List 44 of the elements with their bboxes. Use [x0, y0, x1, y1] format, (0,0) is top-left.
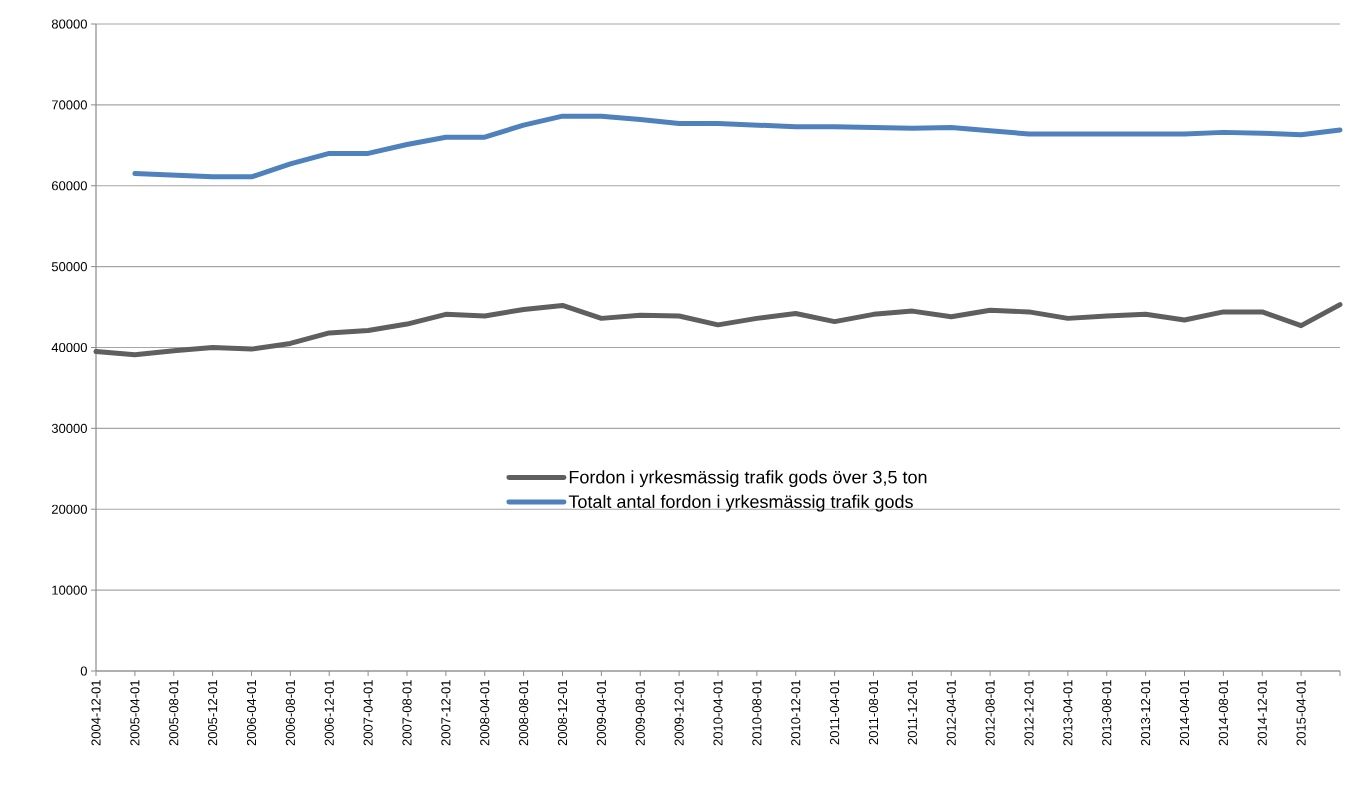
x-tick-label: 2013-12-01 [1141, 680, 1151, 746]
x-tick-label: 2009-08-01 [635, 680, 645, 746]
x-tick-label: 2006-08-01 [285, 680, 295, 746]
y-tick-label: 50000 [51, 262, 87, 272]
x-tick-label: 2006-04-01 [246, 680, 257, 746]
x-tick-label: 2006-12-01 [324, 680, 334, 746]
x-tick-label: 2012-08-01 [985, 680, 995, 746]
y-tick-label: 80000 [51, 19, 87, 29]
x-tick-label: 2015-04-01 [1296, 680, 1306, 746]
x-tick-label: 2005-08-01 [169, 680, 179, 746]
x-tick-label: 2010-08-01 [752, 680, 762, 746]
y-tick-label: 40000 [51, 342, 87, 353]
legend-label: Fordon i yrkesmässig trafik gods över 3,5 ton [569, 470, 927, 488]
x-tick-label: 2013-04-01 [1063, 680, 1073, 746]
x-tick-label: 2005-04-01 [130, 680, 140, 746]
x-tick-label: 2012-12-01 [1024, 680, 1034, 746]
x-tick-label: 2011-04-01 [830, 680, 840, 745]
y-tick-label: 0 [80, 666, 87, 676]
x-tick-label: 2007-08-01 [402, 680, 412, 746]
y-tick-label: 10000 [52, 585, 87, 595]
x-tick-label: 2007-12-01 [441, 680, 451, 746]
x-tick-label: 2005-12-01 [208, 680, 218, 746]
x-tick-label: 2008-04-01 [480, 680, 490, 746]
x-tick-label: 2011-08-01 [868, 680, 879, 745]
x-tick-label: 2014-12-01 [1257, 680, 1267, 746]
legend-label: Totalt antal fordon i yrkesmässig trafik gods [568, 494, 913, 512]
x-tick-label: 2008-08-01 [519, 680, 529, 746]
y-tick-label: 60000 [51, 181, 87, 191]
x-tick-label: 2012-04-01 [946, 680, 956, 746]
x-tick-label: 2004-12-01 [91, 680, 101, 746]
x-tick-label: 2008-12-01 [557, 680, 568, 746]
y-tick-label: 70000 [52, 100, 87, 110]
x-tick-label: 2010-12-01 [791, 680, 801, 746]
y-tick-label: 30000 [51, 423, 87, 433]
x-tick-label: 2009-12-01 [674, 680, 684, 746]
x-tick-label: 2014-08-01 [1218, 680, 1228, 746]
y-tick-label: 20000 [51, 504, 87, 514]
x-tick-label: 2009-04-01 [596, 680, 606, 746]
x-tick-label: 2014-04-01 [1179, 680, 1190, 746]
x-tick-label: 2013-08-01 [1102, 680, 1112, 746]
x-tick-label: 2011-12-01 [907, 680, 917, 745]
line-series [93, 302, 1343, 358]
x-tick-label: 2007-04-01 [363, 680, 373, 746]
x-tick-label: 2010-04-01 [713, 680, 723, 746]
